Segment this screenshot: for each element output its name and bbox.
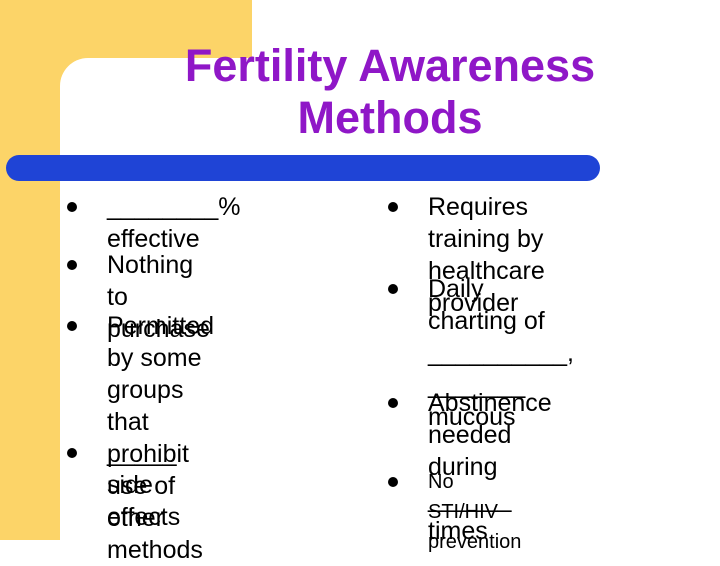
bullet-item: Abstinence needed during ______ times xyxy=(388,387,552,547)
bullet-text: Requires training by healthcare provider xyxy=(428,193,545,317)
bullet-text: No STI/HIV prevention xyxy=(428,471,522,553)
bullet-text: _____ side effects xyxy=(107,439,181,531)
bullet-dot-icon xyxy=(388,398,398,408)
bullet-text: Abstinence needed during ______ times xyxy=(428,389,552,545)
bullet-dot-icon xyxy=(388,202,398,212)
title-divider xyxy=(6,155,600,181)
bullet-item: Nothing to purchase xyxy=(67,249,210,345)
bullet-dot-icon xyxy=(67,260,77,270)
bullet-item: Daily charting of __________, _______ mu… xyxy=(388,273,574,433)
slide-title: Fertility Awareness Methods xyxy=(60,40,720,144)
bullet-dot-icon xyxy=(67,202,77,212)
bullet-item: ________% effective xyxy=(67,191,240,255)
bullet-dot-icon xyxy=(67,448,77,458)
bullet-dot-icon xyxy=(388,284,398,294)
bullet-dot-icon xyxy=(67,321,77,331)
bullet-text: Nothing to purchase xyxy=(107,251,210,343)
bullet-item: No STI/HIV prevention xyxy=(388,467,521,557)
bullet-text: ________% effective xyxy=(107,193,241,253)
bullet-dot-icon xyxy=(388,477,398,487)
bullet-item: _____ side effects xyxy=(67,437,180,533)
content-panel xyxy=(60,58,720,540)
title-line-2: Methods xyxy=(297,92,483,143)
bullet-item: Requires training by healthcare provider xyxy=(388,191,545,319)
title-line-1: Fertility Awareness xyxy=(184,40,596,91)
bullet-text: Daily charting of __________, _______ mu… xyxy=(428,275,574,431)
